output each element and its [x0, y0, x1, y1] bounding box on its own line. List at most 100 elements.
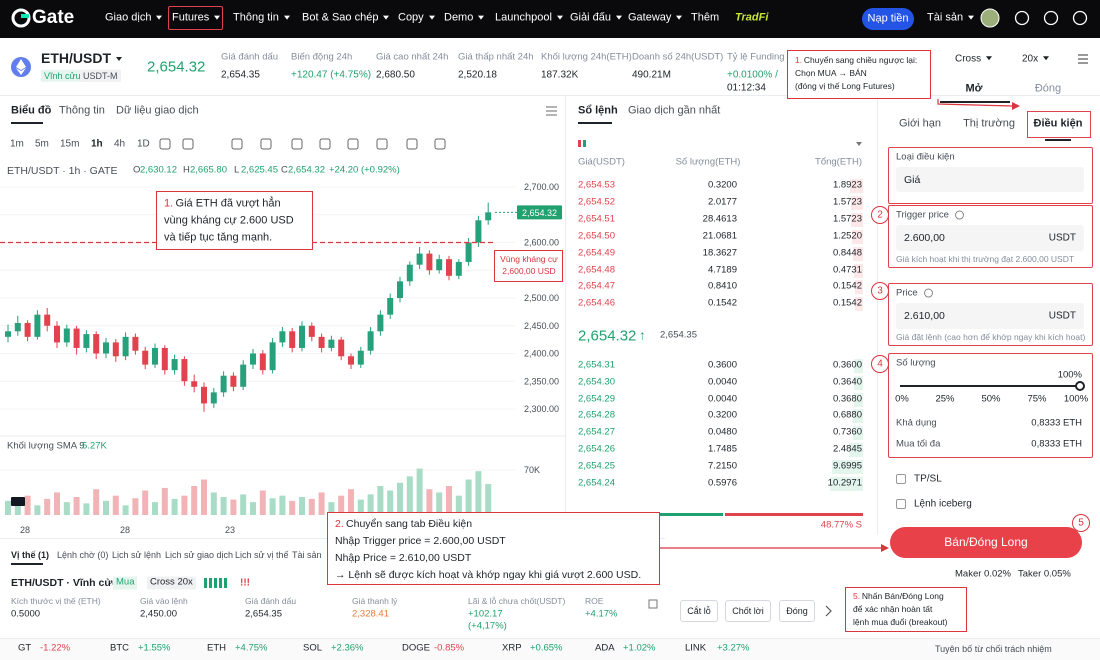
position-tab[interactable]: Lịch sử giao dịch	[165, 549, 234, 560]
ob-total: 1.8923	[832, 179, 862, 191]
orderbook-tab[interactable]: Giao dịch gần nhất	[628, 104, 721, 117]
position-button[interactable]: Chốt lời	[725, 600, 771, 622]
ob-total: 0.7360	[832, 426, 862, 438]
info-label: Mua tối đa	[896, 438, 941, 450]
nav-item[interactable]: Demo	[444, 12, 484, 25]
trigger-input[interactable]	[896, 225, 1084, 251]
ob-price: 2,654.47	[578, 280, 615, 292]
ob-price: 2,654.29	[578, 393, 615, 405]
position-tab[interactable]: Lịch sử lệnh	[112, 549, 162, 560]
ob-price: 2,654.25	[578, 460, 615, 472]
step-number: 5	[1078, 517, 1084, 529]
form-tab[interactable]: Đóng	[1034, 82, 1062, 95]
annotation-reverse: 1. Chuyển sang chiều ngược lại: Chọn MUA →…	[787, 50, 931, 99]
step-marker: 4	[871, 355, 889, 373]
footer-change: -0.85%	[434, 642, 465, 654]
interval[interactable]: 4h	[114, 138, 126, 150]
ob-qty: 0.0480	[707, 426, 737, 438]
nav-item[interactable]: Futures	[172, 12, 220, 25]
price-input[interactable]	[896, 303, 1084, 329]
position-tab[interactable]: Vị thế (1)	[11, 549, 50, 560]
annotation-number: 1.	[164, 197, 174, 210]
ob-qty: 0.0040	[707, 393, 737, 405]
nav-item[interactable]: Thêm	[691, 11, 720, 24]
order-type[interactable]: Thị trường	[963, 117, 1015, 130]
arrow-head	[881, 544, 889, 552]
margin-mode[interactable]: Cross	[955, 53, 992, 65]
risk-warning: !!!	[240, 577, 250, 589]
leverage[interactable]: 20x	[1022, 53, 1049, 65]
ob-qty: 0.0040	[707, 376, 737, 388]
nav-item[interactable]: Thông tin	[233, 12, 290, 25]
ohlc-value: 2,625.45	[241, 164, 278, 176]
submit-button[interactable]: Bán/Đóng Long	[890, 527, 1082, 558]
chart-tab[interactable]: Thông tin	[59, 104, 105, 117]
position-col-label: Giá thanh lý	[352, 596, 398, 607]
ob-total: 0.6880	[832, 409, 862, 421]
annotation-number: 2.	[335, 517, 344, 530]
interval[interactable]: 5m	[35, 138, 49, 150]
stat-value: 187.32K	[541, 69, 579, 81]
order-type-underline	[1045, 139, 1071, 141]
position-col-value: +4.17%	[585, 608, 618, 620]
field-label: Price	[896, 288, 933, 300]
nav-item[interactable]: Gateway	[628, 12, 682, 25]
chart-tab[interactable]: Dữ liệu giao dịch	[116, 104, 199, 117]
position-side: Mua	[113, 576, 138, 590]
ob-total: 0.3600	[832, 359, 862, 371]
orderbook-panel	[565, 95, 878, 535]
depth-bar	[831, 459, 863, 474]
iceberg-checkbox[interactable]	[896, 499, 906, 509]
assets-menu[interactable]: Tài sản	[927, 12, 974, 25]
ob-total: 2.4845	[832, 443, 862, 455]
slider-knob[interactable]	[1075, 381, 1085, 391]
position-tab[interactable]: Tài sản	[292, 549, 322, 560]
qty-pct: 100%	[1057, 369, 1082, 381]
position-tab[interactable]: Lịch sử vị thế	[235, 549, 289, 560]
orderbook-tab[interactable]: Sổ lệnh	[578, 104, 618, 117]
ticker-bar	[0, 38, 1100, 96]
chart-tab[interactable]: Biểu đồ	[11, 104, 52, 117]
position-button[interactable]: Cắt lỗ	[680, 600, 718, 622]
stat-value: +120.47 (+4.75%)	[291, 69, 372, 81]
footer-change: +2.36%	[331, 642, 364, 654]
position-symbol: ETH/USDT · Vĩnh cửu	[11, 576, 119, 589]
arrow-head	[1012, 102, 1020, 110]
mid-price: 2,654.32	[578, 327, 637, 345]
ob-qty: 18.3627	[702, 247, 737, 259]
field-label: Trigger price	[896, 210, 964, 222]
form-tab[interactable]: Mở	[965, 82, 983, 95]
ohlc-key: C	[281, 164, 288, 176]
nav-item[interactable]: Copy	[398, 12, 435, 25]
position-col-label: Giá vào lệnh	[140, 596, 188, 607]
interval[interactable]: 1h	[91, 138, 103, 150]
info-value: 0,8333 ETH	[1031, 417, 1082, 429]
interval[interactable]: 1m	[10, 138, 24, 150]
condition-group	[888, 147, 1093, 204]
nav-item[interactable]: Giải đấu	[570, 12, 622, 25]
nav-item[interactable]: Giao dịch	[105, 12, 162, 25]
ob-price: 2,654.52	[578, 196, 615, 208]
condition-select[interactable]	[896, 167, 1084, 192]
risk-bar	[204, 578, 207, 588]
annotation-breakout: 1. Giá ETH đã vượt hẳn vùng kháng cự 2.600…	[156, 191, 313, 250]
position-button[interactable]: Đóng	[779, 600, 815, 622]
chart-title: ETH/USDT · 1h · GATE	[7, 164, 118, 177]
position-tab[interactable]: Lệnh chờ (0)	[57, 549, 109, 560]
deposit-button[interactable]: Nạp tiền	[862, 8, 914, 30]
depth-bar	[854, 297, 863, 312]
interval[interactable]: 15m	[60, 138, 80, 150]
tpsl-checkbox[interactable]	[896, 474, 906, 484]
footer-symbol: LINK	[685, 642, 707, 654]
risk-bar	[224, 578, 227, 588]
annotation-text: Chọn MUA → BÁN	[795, 68, 867, 79]
ob-header: Tổng(ETH)	[815, 156, 862, 168]
tradfi-logo: TradFi	[735, 11, 769, 24]
depth-bar	[851, 229, 863, 244]
nav-item[interactable]: Launchpool	[495, 12, 563, 25]
order-type[interactable]: Giới hạn	[898, 117, 942, 130]
order-type[interactable]: Điều kiện	[1033, 117, 1083, 130]
position-button-label: Đóng	[786, 605, 808, 616]
nav-item[interactable]: Bot & Sao chép	[302, 12, 389, 25]
interval[interactable]: 1D	[137, 138, 150, 150]
